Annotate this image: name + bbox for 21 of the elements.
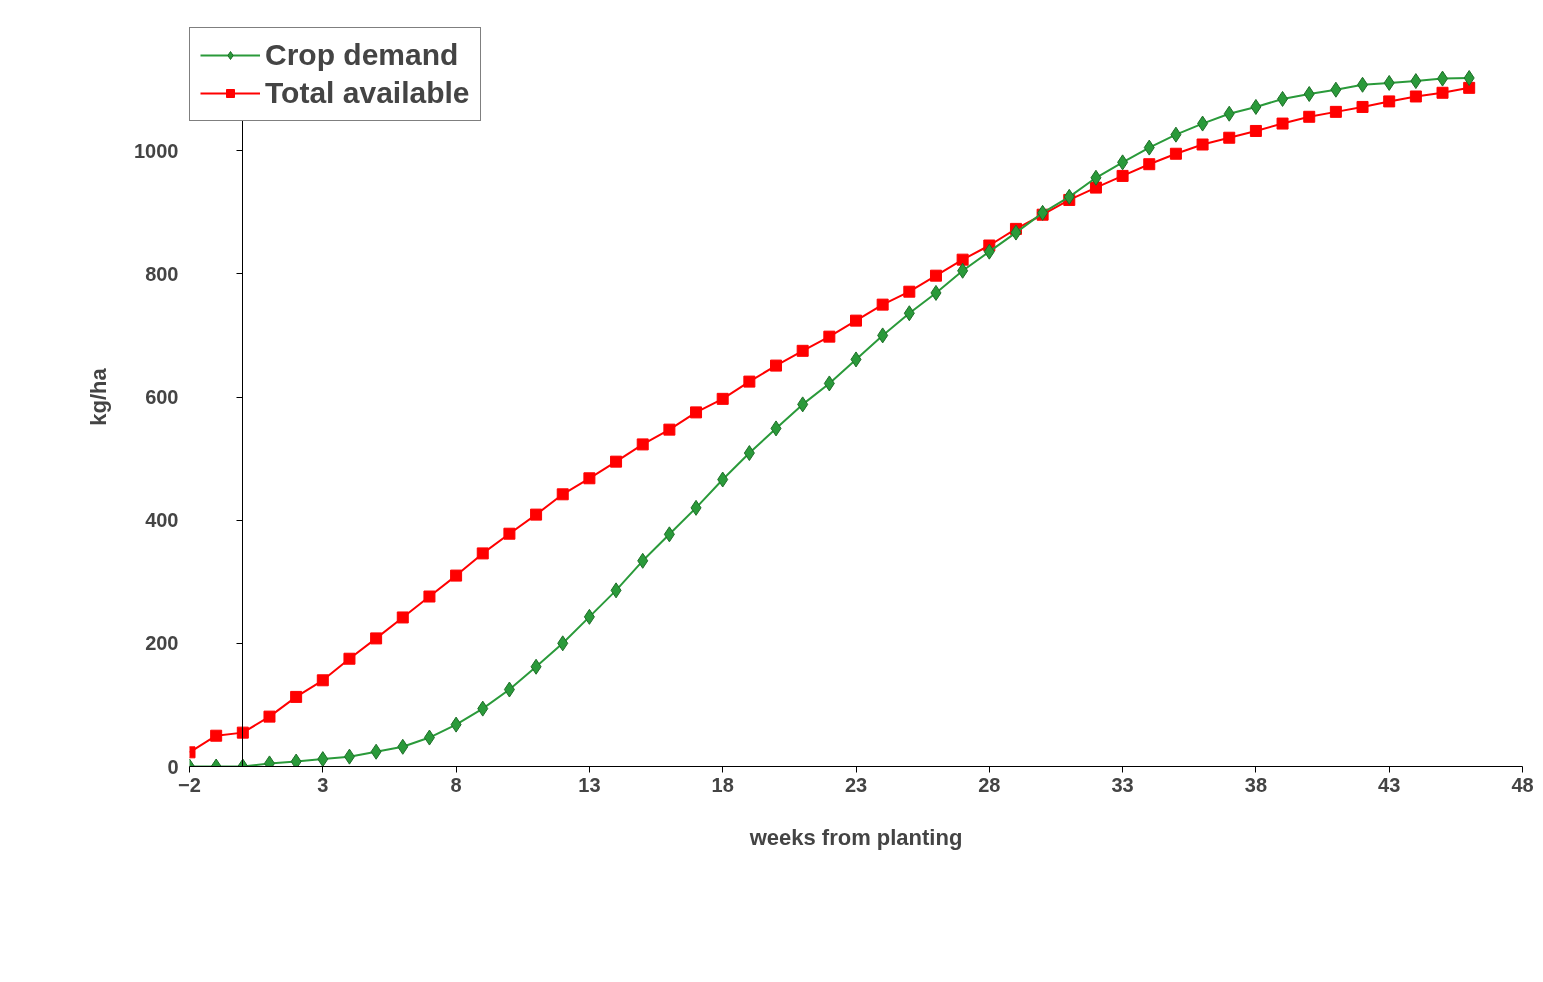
y-tick-label: 0: [167, 755, 179, 778]
x-tick-label: 48: [1511, 773, 1534, 796]
x-tick-label: 43: [1378, 773, 1401, 796]
y-tick-label: 200: [145, 632, 179, 655]
x-tick-label: −2: [178, 773, 201, 796]
legend-label: Crop demand: [265, 38, 459, 72]
y-axis-title: kg/ha: [86, 367, 112, 426]
x-axis-title: weeks from planting: [748, 824, 963, 850]
x-tick-label: 33: [1111, 773, 1134, 796]
legend-label: Total available: [265, 76, 470, 110]
x-tick-label: 28: [978, 773, 1001, 796]
y-tick-label: 600: [145, 386, 179, 408]
y-tick-label: 800: [145, 262, 179, 285]
y-tick-label: 1000: [134, 139, 179, 162]
x-tick-label: 3: [317, 773, 329, 796]
x-tick-label: 23: [844, 773, 868, 796]
x-tick-label: 13: [578, 773, 601, 796]
y-tick-label: 400: [145, 509, 179, 532]
x-tick-label: 8: [450, 773, 462, 796]
x-tick-label: 38: [1244, 773, 1268, 796]
x-tick-label: 18: [711, 773, 734, 796]
